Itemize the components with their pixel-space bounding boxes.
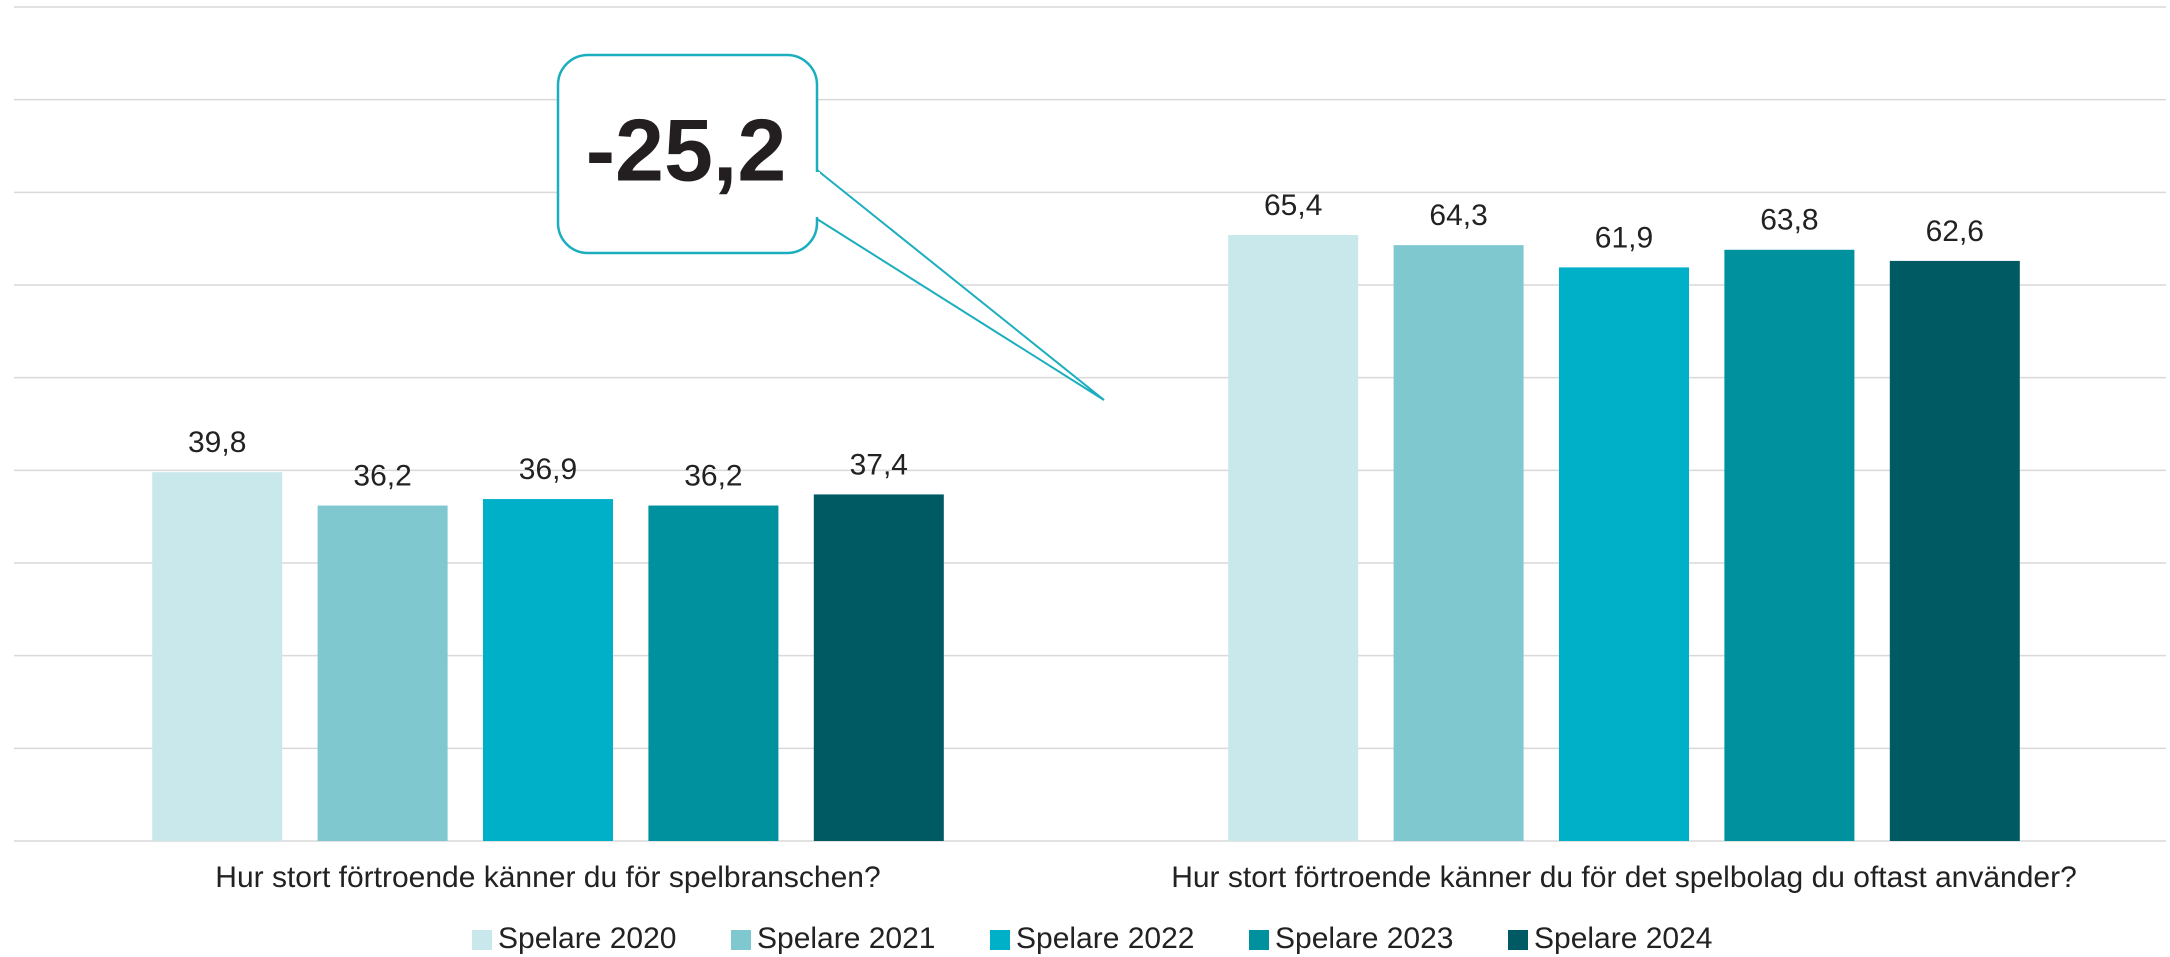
callout-pointer (816, 169, 1105, 401)
bar (1724, 249, 1855, 841)
data-label: 61,9 (1595, 221, 1653, 254)
bar (1228, 234, 1359, 841)
bar (317, 505, 448, 841)
bar (1559, 267, 1689, 842)
data-label: 36,9 (519, 453, 577, 486)
bar (152, 472, 283, 841)
data-label: 36,2 (684, 459, 742, 492)
data-label: 64,3 (1429, 199, 1487, 232)
data-label: 63,8 (1760, 204, 1818, 237)
legend-label: Spelare 2022 (1016, 922, 1194, 955)
bar (813, 494, 944, 841)
legend-label: Spelare 2023 (1275, 922, 1453, 955)
data-label: 65,4 (1264, 189, 1322, 222)
legend-swatch (472, 930, 492, 950)
legend-swatch (1249, 930, 1269, 950)
bar (1393, 245, 1524, 842)
legend-label: Spelare 2024 (1534, 922, 1712, 955)
bar (648, 505, 779, 841)
legend-label: Spelare 2020 (498, 922, 676, 955)
callout-box (556, 53, 819, 255)
bar (1889, 260, 2020, 841)
legend-swatch (1508, 930, 1528, 950)
bar (483, 499, 613, 841)
x-tick-label: Hur stort förtroende känner du för det s… (1171, 861, 2077, 894)
data-label: 39,8 (188, 426, 246, 459)
callout: -25,2 (556, 53, 1105, 401)
callout-join (812, 172, 820, 217)
data-label: 62,6 (1926, 215, 1984, 248)
data-label: 37,4 (850, 448, 908, 481)
data-label: 36,2 (353, 459, 411, 492)
callout-text: -25,2 (586, 100, 787, 199)
legend-label: Spelare 2021 (757, 922, 935, 955)
x-tick-label: Hur stort förtroende känner du för spelb… (215, 861, 880, 894)
legend-swatch (731, 930, 751, 950)
legend-swatch (990, 930, 1010, 950)
